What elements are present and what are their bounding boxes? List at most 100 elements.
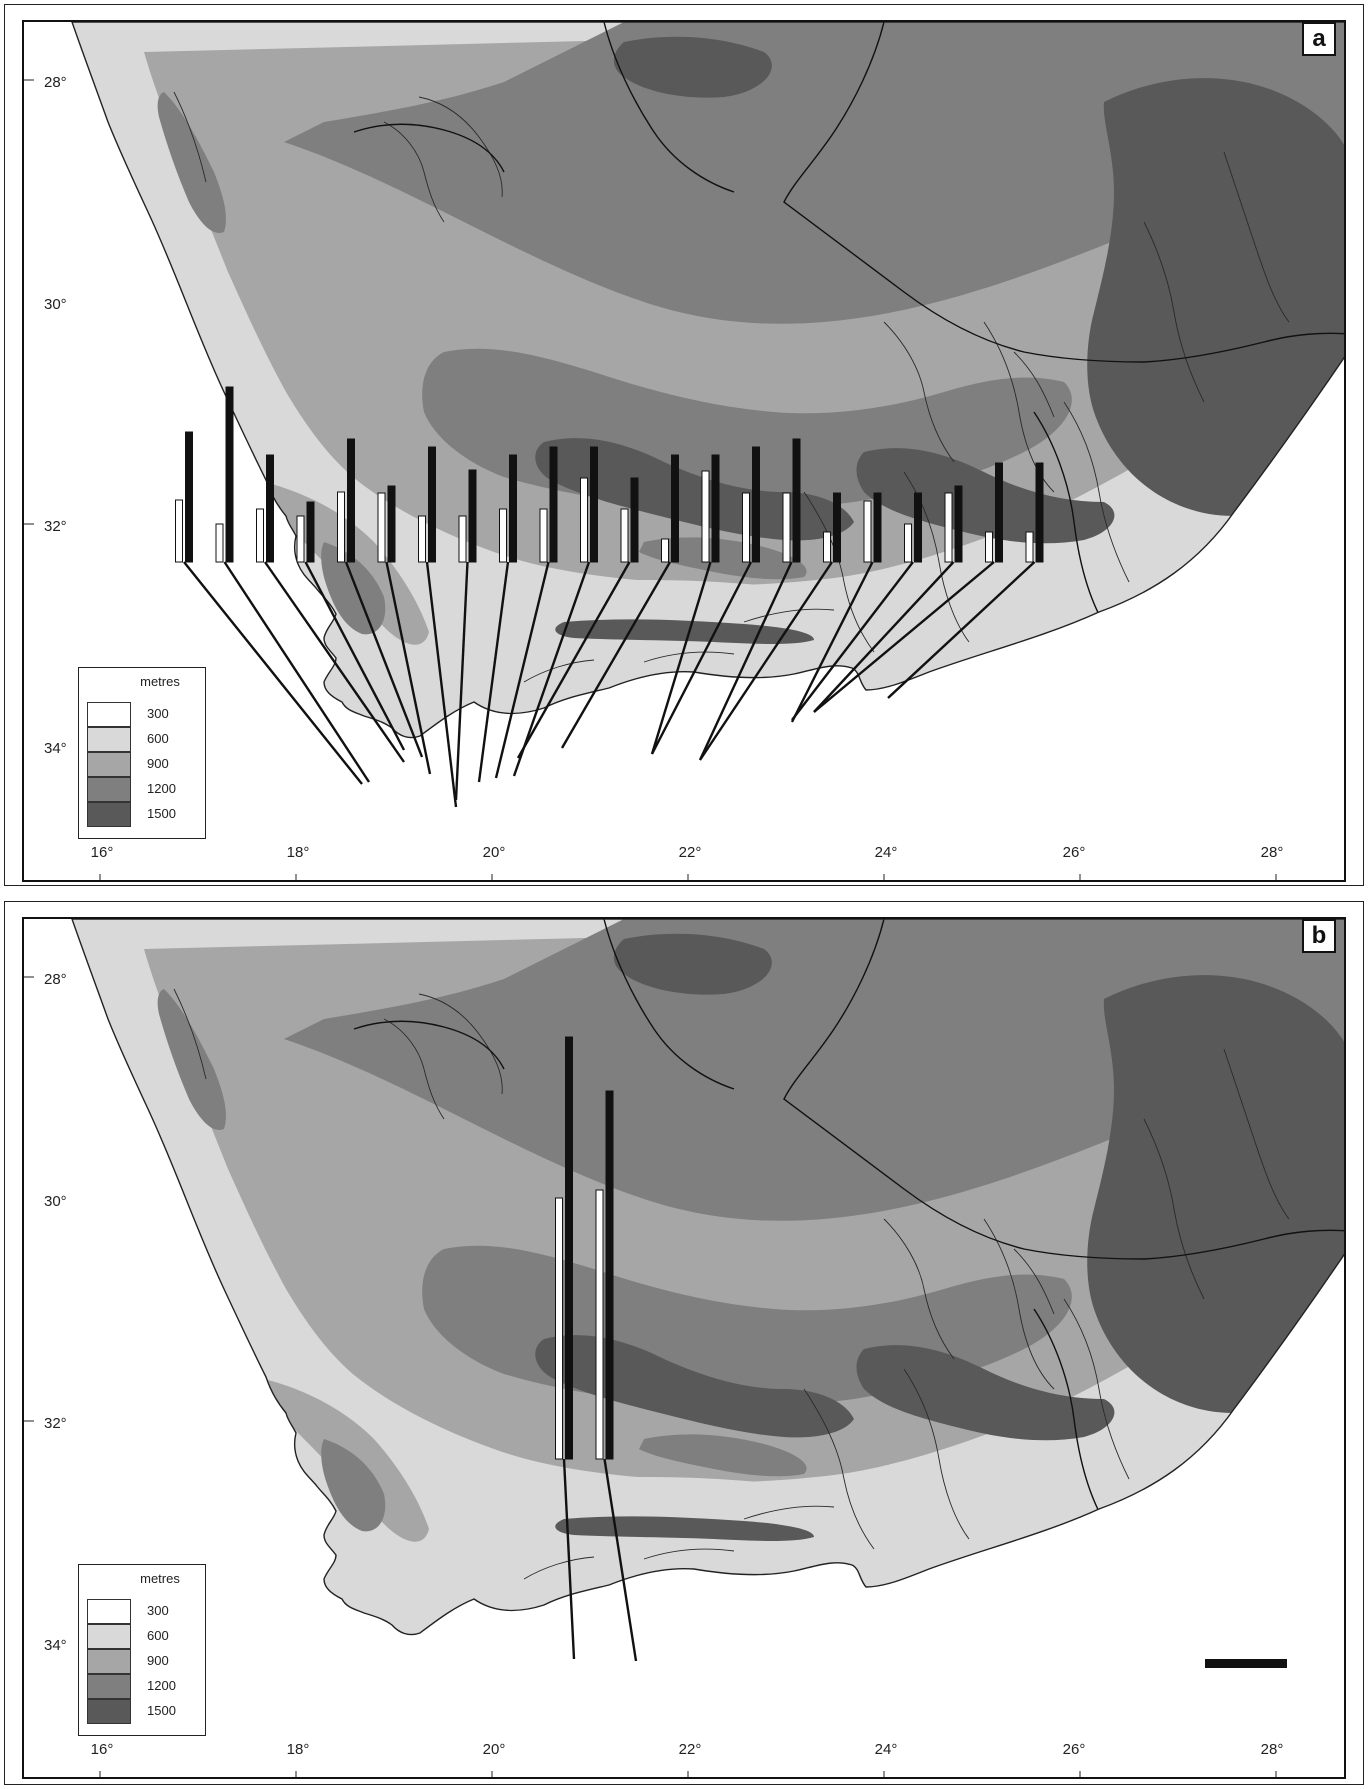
legend-swatch — [87, 802, 131, 827]
black-bar — [630, 477, 639, 563]
river-line — [383, 1018, 445, 1120]
white-bar — [1025, 531, 1034, 563]
river-line — [523, 659, 595, 683]
river-line — [743, 1505, 835, 1520]
elevation-zone — [535, 1335, 854, 1438]
leader-line — [790, 561, 874, 723]
leader-line — [603, 1458, 638, 1662]
legend-row: 600 — [87, 1624, 199, 1649]
legend-row: 300 — [87, 1599, 199, 1624]
black-bar — [1035, 462, 1044, 563]
longitude-label: 24° — [874, 844, 898, 861]
black-bar — [590, 446, 598, 563]
latitude-label: 30° — [44, 296, 67, 313]
border-line — [1033, 1308, 1110, 1530]
latitude-label: 32° — [44, 1415, 67, 1432]
longitude-label: 20° — [482, 1741, 506, 1758]
longitude-label: 26° — [1062, 1741, 1086, 1758]
white-bar — [418, 515, 426, 563]
border-line — [353, 123, 505, 173]
leader-line — [344, 561, 424, 758]
black-bar — [833, 492, 841, 563]
elevation-zone — [321, 542, 386, 635]
longitude-label: 20° — [482, 844, 506, 861]
river-line — [883, 321, 955, 463]
elevation-zone — [639, 537, 807, 580]
white-bar — [701, 470, 710, 563]
black-bar — [428, 446, 436, 563]
legend-label: 600 — [147, 1628, 169, 1643]
coastline — [71, 22, 1344, 739]
panel-frame — [4, 4, 1364, 886]
border-line — [783, 22, 1344, 363]
legend-swatch — [87, 702, 131, 727]
white-bar — [904, 523, 912, 563]
river-line — [523, 1556, 595, 1580]
black-bar — [605, 1090, 614, 1460]
river-line — [883, 1218, 955, 1360]
white-bar — [661, 538, 669, 563]
map-panel-a: a 28° 30° 32° 34° 16° 18° 20° 22° 24° 26… — [0, 0, 1368, 890]
map-panel-b: b 28° 30° 32° 34° 16° 18° 20° 22° 24° 26… — [0, 897, 1368, 1789]
elevation-legend: metres 300 600 900 1200 1500 — [78, 1564, 206, 1736]
white-bar — [296, 515, 305, 563]
river-line — [173, 91, 207, 183]
river-line — [418, 993, 503, 1095]
elevation-zone — [558, 580, 904, 633]
elevation-legend: metres 300 600 900 1200 1500 — [78, 667, 206, 839]
border-line — [353, 1020, 505, 1070]
longitude-label: 28° — [1260, 844, 1284, 861]
leader-line — [385, 561, 432, 775]
latitude-label: 34° — [44, 740, 67, 757]
white-bar — [539, 508, 548, 563]
legend-swatch — [87, 1699, 131, 1724]
black-bar — [873, 492, 882, 563]
white-bar — [595, 1189, 604, 1460]
leader-line — [454, 561, 469, 801]
elevation-zone — [714, 919, 1124, 1091]
relief-map: a — [22, 20, 1346, 882]
river-line — [803, 1388, 875, 1550]
elevation-zone — [639, 1434, 807, 1477]
legend-row: 900 — [87, 752, 199, 777]
longitude-label: 26° — [1062, 844, 1086, 861]
legend-swatch — [87, 1624, 131, 1649]
bar-layer — [175, 386, 1044, 808]
white-bar — [782, 492, 791, 563]
black-bar — [565, 1036, 573, 1460]
leader-line — [560, 561, 672, 749]
white-bar — [985, 531, 993, 563]
white-bar — [215, 523, 224, 563]
scale-bar — [1205, 1659, 1287, 1668]
leader-line — [813, 561, 995, 713]
white-bar — [175, 499, 183, 563]
leader-line — [223, 561, 371, 783]
latitude-label: 28° — [44, 971, 67, 988]
river-line — [1063, 1298, 1130, 1480]
legend-title: metres — [140, 674, 180, 689]
black-bar — [671, 454, 679, 563]
black-bar — [752, 446, 760, 563]
river-line — [383, 121, 445, 223]
river-line — [418, 96, 503, 198]
legend-swatch — [87, 1674, 131, 1699]
legend-label: 900 — [147, 756, 169, 771]
leader-line — [887, 561, 1036, 699]
latitude-label: 28° — [44, 74, 67, 91]
river-line — [643, 651, 735, 663]
leader-line — [813, 561, 955, 713]
black-bar — [711, 454, 720, 563]
river-line — [1013, 1248, 1055, 1315]
river-line — [1223, 1048, 1290, 1220]
black-bar — [468, 469, 477, 563]
river-line — [173, 988, 207, 1080]
elevation-zone — [110, 979, 1344, 1609]
river-line — [643, 1548, 735, 1560]
black-bar — [792, 438, 801, 563]
river-line — [903, 1368, 970, 1540]
legend-label: 1500 — [147, 806, 176, 821]
leader-line — [791, 561, 914, 721]
border-line — [603, 919, 735, 1090]
longitude-label: 18° — [286, 844, 310, 861]
border-line — [603, 22, 735, 193]
